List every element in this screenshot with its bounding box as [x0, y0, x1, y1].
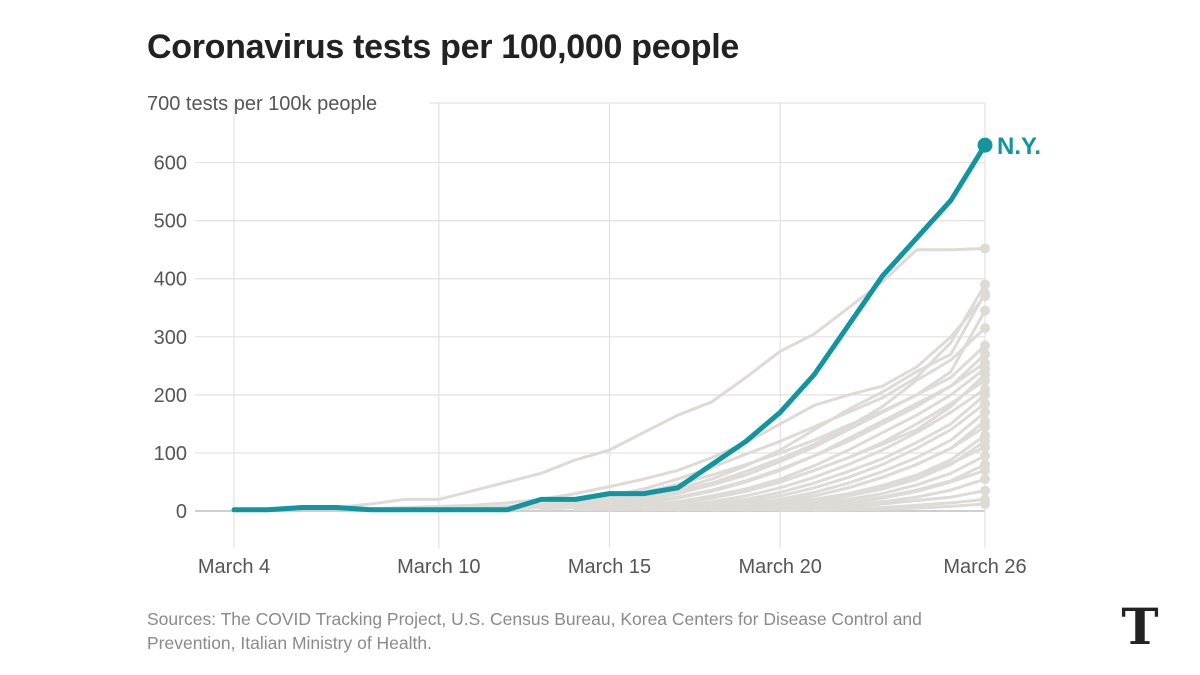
y-axis-unit-label: 700 tests per 100k people: [147, 93, 377, 115]
x-tick-label: March 20: [738, 556, 821, 578]
background-series-endpoint: [980, 340, 990, 351]
background-series-endpoint: [980, 421, 990, 432]
background-series-line: [573, 361, 987, 511]
nyt-logo-icon: T: [1121, 598, 1158, 656]
y-tick-label: 500: [154, 211, 187, 233]
background-series-endpoint: [980, 349, 990, 360]
background-series-endpoint: [980, 279, 990, 290]
background-series-endpoint: [980, 398, 990, 409]
x-tick-label: March 10: [397, 556, 480, 578]
background-series-endpoint: [980, 305, 990, 316]
chart: N.Y. 0 100 200 300 400 500 600 700 tests per 10…: [147, 93, 1041, 578]
grid: [195, 102, 986, 548]
background-series-endpoint: [980, 243, 990, 254]
background-series-endpoint: [980, 474, 990, 485]
background-series-line: [505, 326, 987, 511]
ny-series-label: N.Y.: [997, 133, 1041, 160]
background-series-endpoint: [980, 323, 990, 334]
background-series-endpoint: [980, 450, 990, 461]
chart-title: Coronavirus tests per 100,000 people: [147, 28, 740, 66]
y-tick-label: 300: [154, 327, 187, 349]
background-series-endpoint: [980, 375, 990, 386]
y-tick-label: 200: [154, 385, 187, 407]
background-series-endpoint: [980, 288, 990, 299]
background-series-line: [369, 294, 987, 511]
y-tick-label: 400: [154, 269, 187, 291]
source-note: Sources: The COVID Tracking Project, U.S…: [147, 609, 922, 653]
axis-labels: 0 100 200 300 400 500 600 700 tests per 100k pe…: [147, 93, 1027, 578]
background-series-endpoint: [980, 442, 990, 453]
background-series-endpoint: [980, 407, 990, 418]
x-tick-label: March 4: [198, 556, 270, 578]
ny-series-endpoint: [977, 137, 993, 153]
background-series-line: [608, 378, 987, 511]
background-series-endpoint: [980, 485, 990, 496]
y-tick-label: 100: [154, 443, 187, 465]
background-series-endpoint: [980, 499, 990, 510]
background-series-group: [334, 243, 990, 512]
ny-series-line: [231, 142, 988, 513]
background-series-endpoint: [980, 389, 990, 400]
nyt-logo-text: T: [1121, 598, 1158, 656]
background-series-endpoint: [980, 465, 990, 476]
background-series-line: [812, 502, 987, 512]
x-tick-label: March 15: [568, 556, 651, 578]
y-tick-label: 600: [154, 153, 187, 175]
y-tick-label: 0: [176, 501, 187, 523]
x-tick-label: March 26: [943, 556, 1026, 578]
highlight-series-group: N.Y.: [231, 133, 1041, 513]
